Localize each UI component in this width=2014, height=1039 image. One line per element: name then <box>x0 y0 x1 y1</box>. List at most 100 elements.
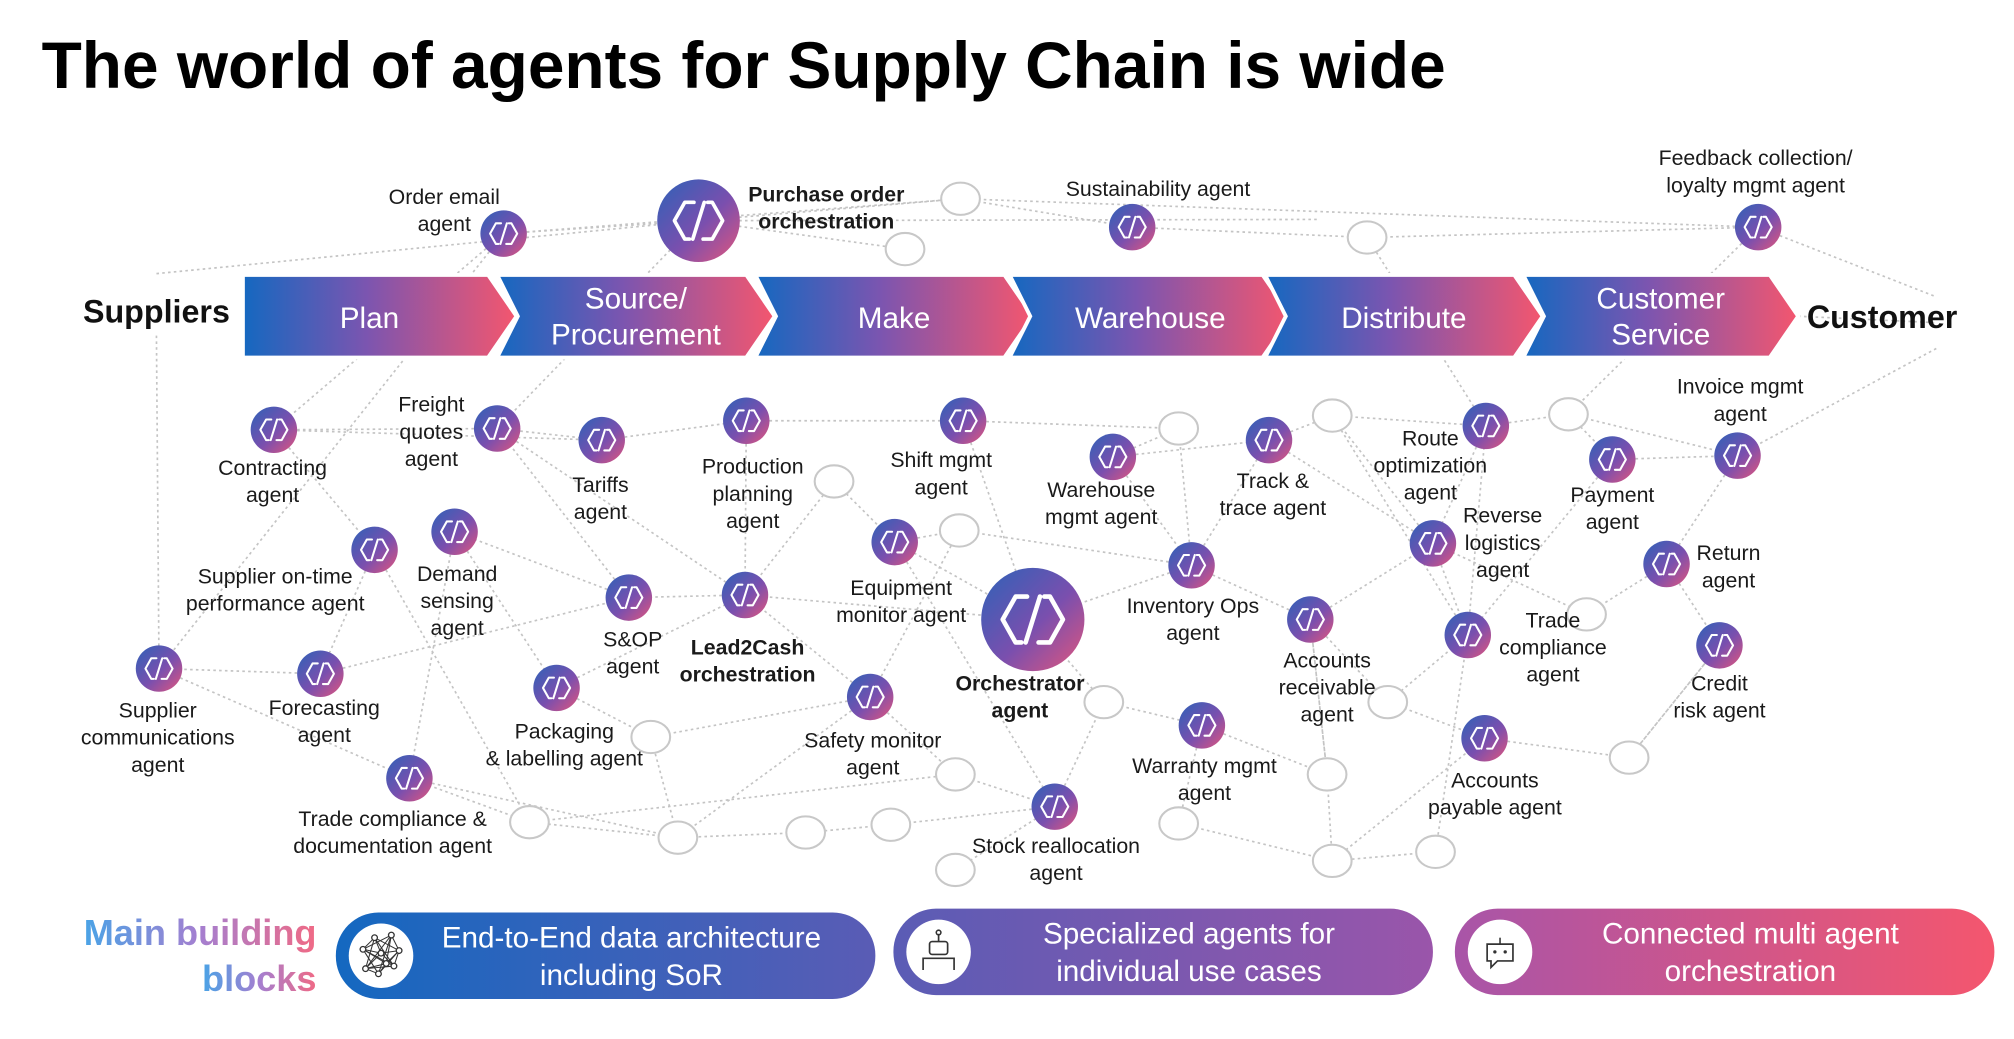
agent-label-line-2: agent <box>846 755 899 779</box>
connection-line <box>1190 439 1270 566</box>
stage-label-make-line-1: Make <box>858 302 931 335</box>
empty-node <box>630 719 672 755</box>
connection-line <box>158 667 321 675</box>
agent-label-line-3: agent <box>1404 480 1457 504</box>
connection-line <box>155 335 160 669</box>
code-brackets-icon <box>489 222 519 245</box>
agent-label-line-2: orchestration <box>680 662 816 686</box>
agent-node: Orchestrator agent <box>955 567 1085 723</box>
agent-label-line-1: Packaging <box>515 719 614 743</box>
code-brackets-icon <box>1704 633 1735 657</box>
code-brackets-icon <box>1743 215 1773 239</box>
agent-node: Shift mgmt agent <box>890 397 992 499</box>
connection-line <box>959 529 1192 567</box>
code-brackets-icon <box>672 200 725 241</box>
stage-warehouse <box>1006 272 1294 360</box>
agent-label-line-2: loyalty mgmt agent <box>1666 173 1845 197</box>
connection-line <box>1757 226 1937 298</box>
empty-node <box>1415 834 1456 870</box>
agent-label-line-2: agent <box>606 655 659 679</box>
agent-label-line-1: Demand <box>417 562 497 586</box>
value-chain-band: Plan Source/Procurement Make Warehouse Distr… <box>240 272 1801 360</box>
agent-node: Warranty mgmt agent <box>1132 702 1277 805</box>
building-block-label-line-1: Connected multi agent <box>1602 917 1900 950</box>
empty-node <box>934 852 976 888</box>
connection-line <box>1331 415 1469 636</box>
code-brackets-icon <box>1453 623 1483 647</box>
empty-node <box>1548 397 1589 432</box>
agent-node: Supplier communications agent <box>81 645 235 777</box>
connection-line <box>1628 644 1721 759</box>
agent-node: Sustainability agent <box>1066 177 1250 251</box>
agent-node: Invoice mgmt agent <box>1677 375 1803 479</box>
connection-line <box>156 219 699 275</box>
code-brackets-icon <box>305 662 335 686</box>
agent-label-line-2: documentation agent <box>293 834 492 858</box>
agent-node: Safety monitor agent <box>804 673 941 779</box>
agent-node: Stock reallocation agent <box>972 783 1140 885</box>
empty-node <box>884 231 926 267</box>
empty-node <box>657 820 699 855</box>
building-block-1: End-to-End data architecture including So… <box>335 912 876 999</box>
agent-label-line-1: Stock reallocation <box>972 834 1140 858</box>
agent-label-line-1: Shift mgmt <box>890 448 992 472</box>
building-block-label-line-2: orchestration <box>1665 955 1837 988</box>
code-brackets-icon <box>440 520 470 544</box>
agent-label-line-1: Return <box>1697 541 1761 565</box>
agent-label-line-1: Route <box>1402 426 1459 450</box>
agent-label-line-1: Supplier <box>119 699 197 723</box>
connection-line <box>1567 226 1759 415</box>
agent-node: Freight quotes agent <box>398 393 521 471</box>
connection-line <box>744 420 748 596</box>
agent-label-line-3: agent <box>431 616 484 640</box>
agent-node: Inventory Ops agent <box>1127 542 1259 645</box>
connection-line <box>1466 425 1487 636</box>
empty-node <box>938 513 980 548</box>
agent-label-line-1: Warehouse <box>1047 478 1155 502</box>
connection-line <box>744 480 835 596</box>
agent-label-line-2: communications <box>81 726 235 750</box>
empty-node <box>870 807 912 842</box>
connection-line <box>1332 414 1486 427</box>
code-brackets-icon <box>1469 726 1500 750</box>
code-brackets-icon <box>1040 795 1070 819</box>
stage-distribute <box>1262 272 1545 360</box>
building-blocks: Main building blocks End-to-End data arc… <box>84 908 1995 999</box>
connection-line <box>1432 425 1487 544</box>
empty-node <box>509 804 550 840</box>
connection-line <box>890 805 1055 826</box>
agent-label-line-2: orchestration <box>758 209 894 233</box>
agent-label-line-2: monitor agent <box>836 603 966 627</box>
code-brackets-icon <box>1000 594 1066 645</box>
empty-node <box>1346 220 1388 255</box>
empty-node <box>1158 806 1200 841</box>
agent-label-line-1: Inventory Ops <box>1127 594 1259 618</box>
code-brackets-icon <box>855 685 885 709</box>
agent-label-line-3: agent <box>131 753 184 777</box>
agent-label-line-2: agent <box>1029 861 1082 885</box>
building-block-label-line-2: including SoR <box>540 959 723 992</box>
agent-label-line-1: Contracting <box>218 456 327 480</box>
building-block-label-line-2: individual use cases <box>1056 955 1322 988</box>
connection-line <box>1112 439 1270 458</box>
code-brackets-icon <box>394 766 424 790</box>
agent-label-line-2: agent <box>246 483 299 507</box>
code-brackets-icon <box>1187 714 1217 737</box>
stage-plan <box>240 272 519 360</box>
empty-node <box>1083 684 1125 720</box>
stage-label-customer-service-line-2: Service <box>1611 319 1710 352</box>
agent-label-line-1: Payment <box>1570 483 1654 507</box>
code-brackets-icon <box>1254 428 1284 452</box>
agent-node: Demand sensing agent <box>417 508 497 640</box>
agent-label-line-1: Order email <box>389 185 500 209</box>
agent-node: Trade compliance & documentation agent <box>293 755 492 858</box>
building-block-label-line-1: End-to-End data architecture <box>442 921 821 954</box>
agent-node: Order email agent <box>389 185 527 257</box>
stage-source-procurement <box>494 272 778 360</box>
agent-label-line-2: agent <box>1178 781 1231 805</box>
agent-nodes: Order email agent Purchase order orchestrat… <box>81 146 1853 885</box>
code-brackets-icon <box>1098 445 1128 469</box>
connection-line <box>1737 347 1937 457</box>
connection-line <box>273 427 498 431</box>
empty-nodes <box>509 181 1650 888</box>
